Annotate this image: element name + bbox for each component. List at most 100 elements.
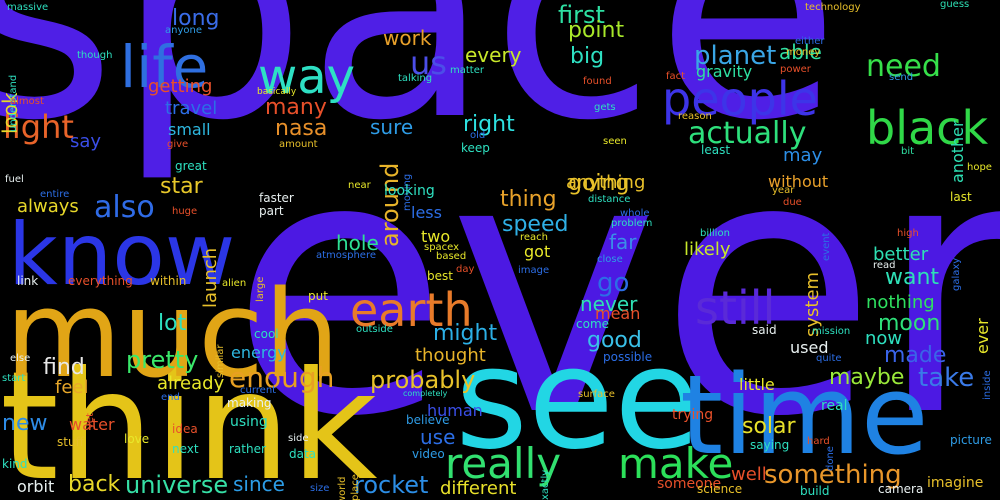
word-massive: massive bbox=[7, 2, 49, 13]
word-trying: trying bbox=[672, 407, 714, 423]
word-quite: quite bbox=[816, 353, 842, 364]
word-gravity: gravity bbox=[696, 62, 753, 81]
word-due: due bbox=[783, 197, 802, 208]
word-exactly: exactly bbox=[540, 469, 551, 500]
word-guess: guess bbox=[940, 0, 970, 10]
word-us: us bbox=[410, 44, 447, 82]
word-well: well bbox=[731, 464, 767, 485]
word-find: find bbox=[43, 355, 85, 380]
word-every: every bbox=[465, 43, 522, 67]
word-make: make bbox=[618, 439, 734, 488]
word-fact: fact bbox=[666, 71, 686, 82]
word-little: little bbox=[739, 375, 775, 394]
word-based: based bbox=[436, 251, 467, 262]
word-saying: saying bbox=[750, 438, 790, 452]
word-earth: earth bbox=[350, 283, 473, 337]
word-always: always bbox=[17, 196, 79, 217]
word-different: different bbox=[440, 478, 517, 499]
word-reach: reach bbox=[520, 232, 549, 243]
word-someone: someone bbox=[657, 476, 722, 492]
word-amount: amount bbox=[279, 139, 318, 150]
word-put: put bbox=[308, 289, 328, 303]
word-size: size bbox=[310, 483, 330, 494]
word-way: way bbox=[258, 49, 356, 105]
word-nasa: nasa bbox=[275, 116, 328, 141]
word-entire: entire bbox=[40, 189, 70, 200]
word-build: build bbox=[800, 484, 830, 498]
word-said: said bbox=[752, 323, 777, 337]
word-alien: alien bbox=[222, 278, 247, 289]
word-hole: hole bbox=[336, 231, 379, 255]
word-almost: almost bbox=[10, 96, 44, 107]
word-send: send bbox=[889, 72, 914, 83]
word-year: year bbox=[772, 185, 795, 196]
word-though: though bbox=[77, 50, 113, 61]
word-fuel: fuel bbox=[5, 174, 24, 185]
word-imagine: imagine bbox=[927, 475, 984, 491]
word-nothing: nothing bbox=[866, 292, 935, 313]
word-work: work bbox=[383, 26, 432, 50]
word-matter: matter bbox=[450, 65, 484, 76]
word-something: something bbox=[764, 460, 902, 490]
word-money: money bbox=[786, 47, 821, 58]
word-bit: bit bbox=[901, 146, 915, 157]
word-space: space bbox=[0, 0, 841, 186]
word-far: far bbox=[609, 230, 637, 254]
word-enough: enough bbox=[229, 361, 335, 394]
word-high: high bbox=[897, 228, 919, 239]
word-black: black bbox=[866, 101, 989, 155]
word-feel: feel bbox=[55, 377, 89, 398]
word-day: day bbox=[456, 264, 475, 275]
word-gets: gets bbox=[594, 102, 616, 113]
word-never: never bbox=[580, 292, 638, 316]
word-since: since bbox=[233, 472, 285, 496]
word-picture: picture bbox=[950, 433, 992, 447]
word-love: love bbox=[124, 432, 150, 446]
word-also: also bbox=[94, 190, 155, 225]
word-least: least bbox=[701, 143, 731, 157]
word-read: read bbox=[873, 260, 896, 271]
word-video: video bbox=[412, 447, 445, 461]
word-got: got bbox=[524, 242, 551, 261]
word-great: great bbox=[175, 159, 207, 173]
word-come: come bbox=[576, 317, 610, 331]
word-billion: billion bbox=[700, 228, 730, 239]
word-using: using bbox=[230, 414, 268, 430]
word-thought: thought bbox=[415, 345, 486, 366]
word-hope: hope bbox=[967, 162, 992, 173]
word-need: need bbox=[866, 49, 941, 84]
word-problem: problem bbox=[611, 218, 653, 229]
word-made: made bbox=[884, 343, 947, 368]
word-moon: moon bbox=[878, 311, 941, 336]
word-big: big bbox=[570, 44, 605, 69]
word-planet: planet bbox=[694, 41, 777, 71]
word-believe: believe bbox=[406, 413, 450, 427]
word-anything: anything bbox=[566, 172, 646, 193]
word-new: new bbox=[2, 411, 48, 436]
word-good: good bbox=[587, 328, 642, 353]
word-similar: similar bbox=[215, 344, 226, 378]
word-best: best bbox=[427, 269, 453, 283]
word-rather: rather bbox=[229, 442, 266, 456]
word-small: small bbox=[168, 120, 211, 139]
word-many: many bbox=[265, 95, 327, 120]
word-point: point bbox=[568, 18, 625, 43]
word-everything: everything bbox=[68, 274, 133, 288]
word-surface: surface bbox=[578, 389, 615, 400]
word-still: still bbox=[695, 281, 776, 335]
word-may: may bbox=[783, 145, 823, 166]
word-technology: technology bbox=[805, 2, 861, 13]
word-done: done bbox=[825, 446, 836, 471]
word-inside: inside bbox=[982, 370, 993, 400]
word-event: event bbox=[821, 232, 832, 261]
word-close: close bbox=[597, 254, 623, 265]
word-water: water bbox=[69, 415, 115, 434]
word-science: science bbox=[697, 482, 743, 496]
word-power: power bbox=[780, 64, 811, 75]
word-image: image bbox=[518, 265, 550, 276]
word-sure: sure bbox=[370, 115, 414, 139]
word-launch: launch bbox=[200, 247, 221, 308]
word-going: going bbox=[568, 171, 630, 196]
word-camera: camera bbox=[878, 482, 924, 496]
word-lot: lot bbox=[158, 311, 187, 336]
